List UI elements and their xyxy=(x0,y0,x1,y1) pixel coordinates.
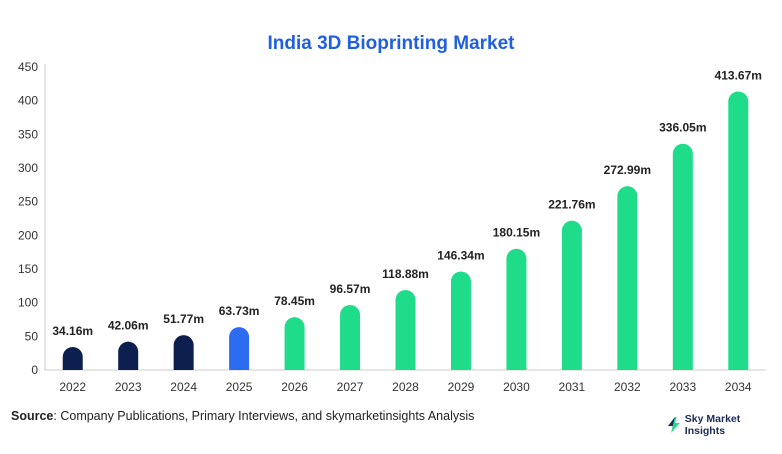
y-tick-label: 50 xyxy=(25,329,39,343)
bar xyxy=(62,346,83,370)
x-tick-label: 2032 xyxy=(614,380,641,394)
data-label: 272.99m xyxy=(604,163,651,177)
data-label: 413.67m xyxy=(715,68,762,82)
data-label: 221.76m xyxy=(548,198,595,212)
data-label: 146.34m xyxy=(437,248,484,262)
bar xyxy=(118,341,139,370)
y-tick-label: 100 xyxy=(18,296,38,310)
bar xyxy=(728,91,749,370)
source-note: Source: Company Publications, Primary In… xyxy=(11,409,474,423)
data-label: 78.45m xyxy=(274,294,315,308)
chart-title: India 3D Bioprinting Market xyxy=(267,33,515,54)
x-tick-label: 2029 xyxy=(448,380,475,394)
y-tick-label: 350 xyxy=(18,127,38,141)
data-label: 42.06m xyxy=(108,319,149,333)
bar xyxy=(450,271,471,370)
data-label: 63.73m xyxy=(219,304,260,318)
source-text: : Company Publications, Primary Intervie… xyxy=(53,409,475,423)
y-tick-label: 400 xyxy=(18,94,38,108)
bar xyxy=(284,317,305,370)
y-tick-label: 0 xyxy=(31,363,38,377)
bar xyxy=(395,289,416,370)
x-tick-label: 2034 xyxy=(725,380,752,394)
x-tick-label: 2023 xyxy=(115,380,142,394)
data-label: 96.57m xyxy=(330,282,371,296)
brand-name: Sky Market Insights xyxy=(684,413,741,437)
y-tick-label: 300 xyxy=(18,161,38,175)
x-tick-label: 2026 xyxy=(281,380,308,394)
data-label: 180.15m xyxy=(493,226,540,240)
x-tick-label: 2025 xyxy=(226,380,253,394)
bar xyxy=(229,327,250,370)
lightning-bolt-icon xyxy=(667,417,680,433)
y-tick-label: 150 xyxy=(18,262,38,276)
data-label: 118.88m xyxy=(382,267,429,281)
data-label: 51.77m xyxy=(163,312,204,326)
x-tick-label: 2022 xyxy=(59,380,86,394)
bar xyxy=(672,143,693,370)
x-tick-label: 2030 xyxy=(503,380,530,394)
bar xyxy=(173,335,194,370)
x-tick-label: 2033 xyxy=(669,380,696,394)
bar xyxy=(340,304,361,370)
y-tick-label: 450 xyxy=(18,60,38,74)
bar xyxy=(617,186,638,370)
x-tick-label: 2024 xyxy=(170,380,197,394)
source-label: Source xyxy=(11,409,54,423)
x-tick-label: 2031 xyxy=(559,380,586,394)
brand-logo: Sky Market Insights xyxy=(667,413,782,437)
y-tick-label: 200 xyxy=(18,228,38,242)
data-label: 34.16m xyxy=(52,324,93,338)
y-tick-label: 250 xyxy=(18,195,38,209)
x-tick-label: 2027 xyxy=(337,380,364,394)
data-label: 336.05m xyxy=(659,121,706,135)
bar xyxy=(561,220,582,370)
x-tick-label: 2028 xyxy=(392,380,419,394)
bar xyxy=(506,248,527,370)
